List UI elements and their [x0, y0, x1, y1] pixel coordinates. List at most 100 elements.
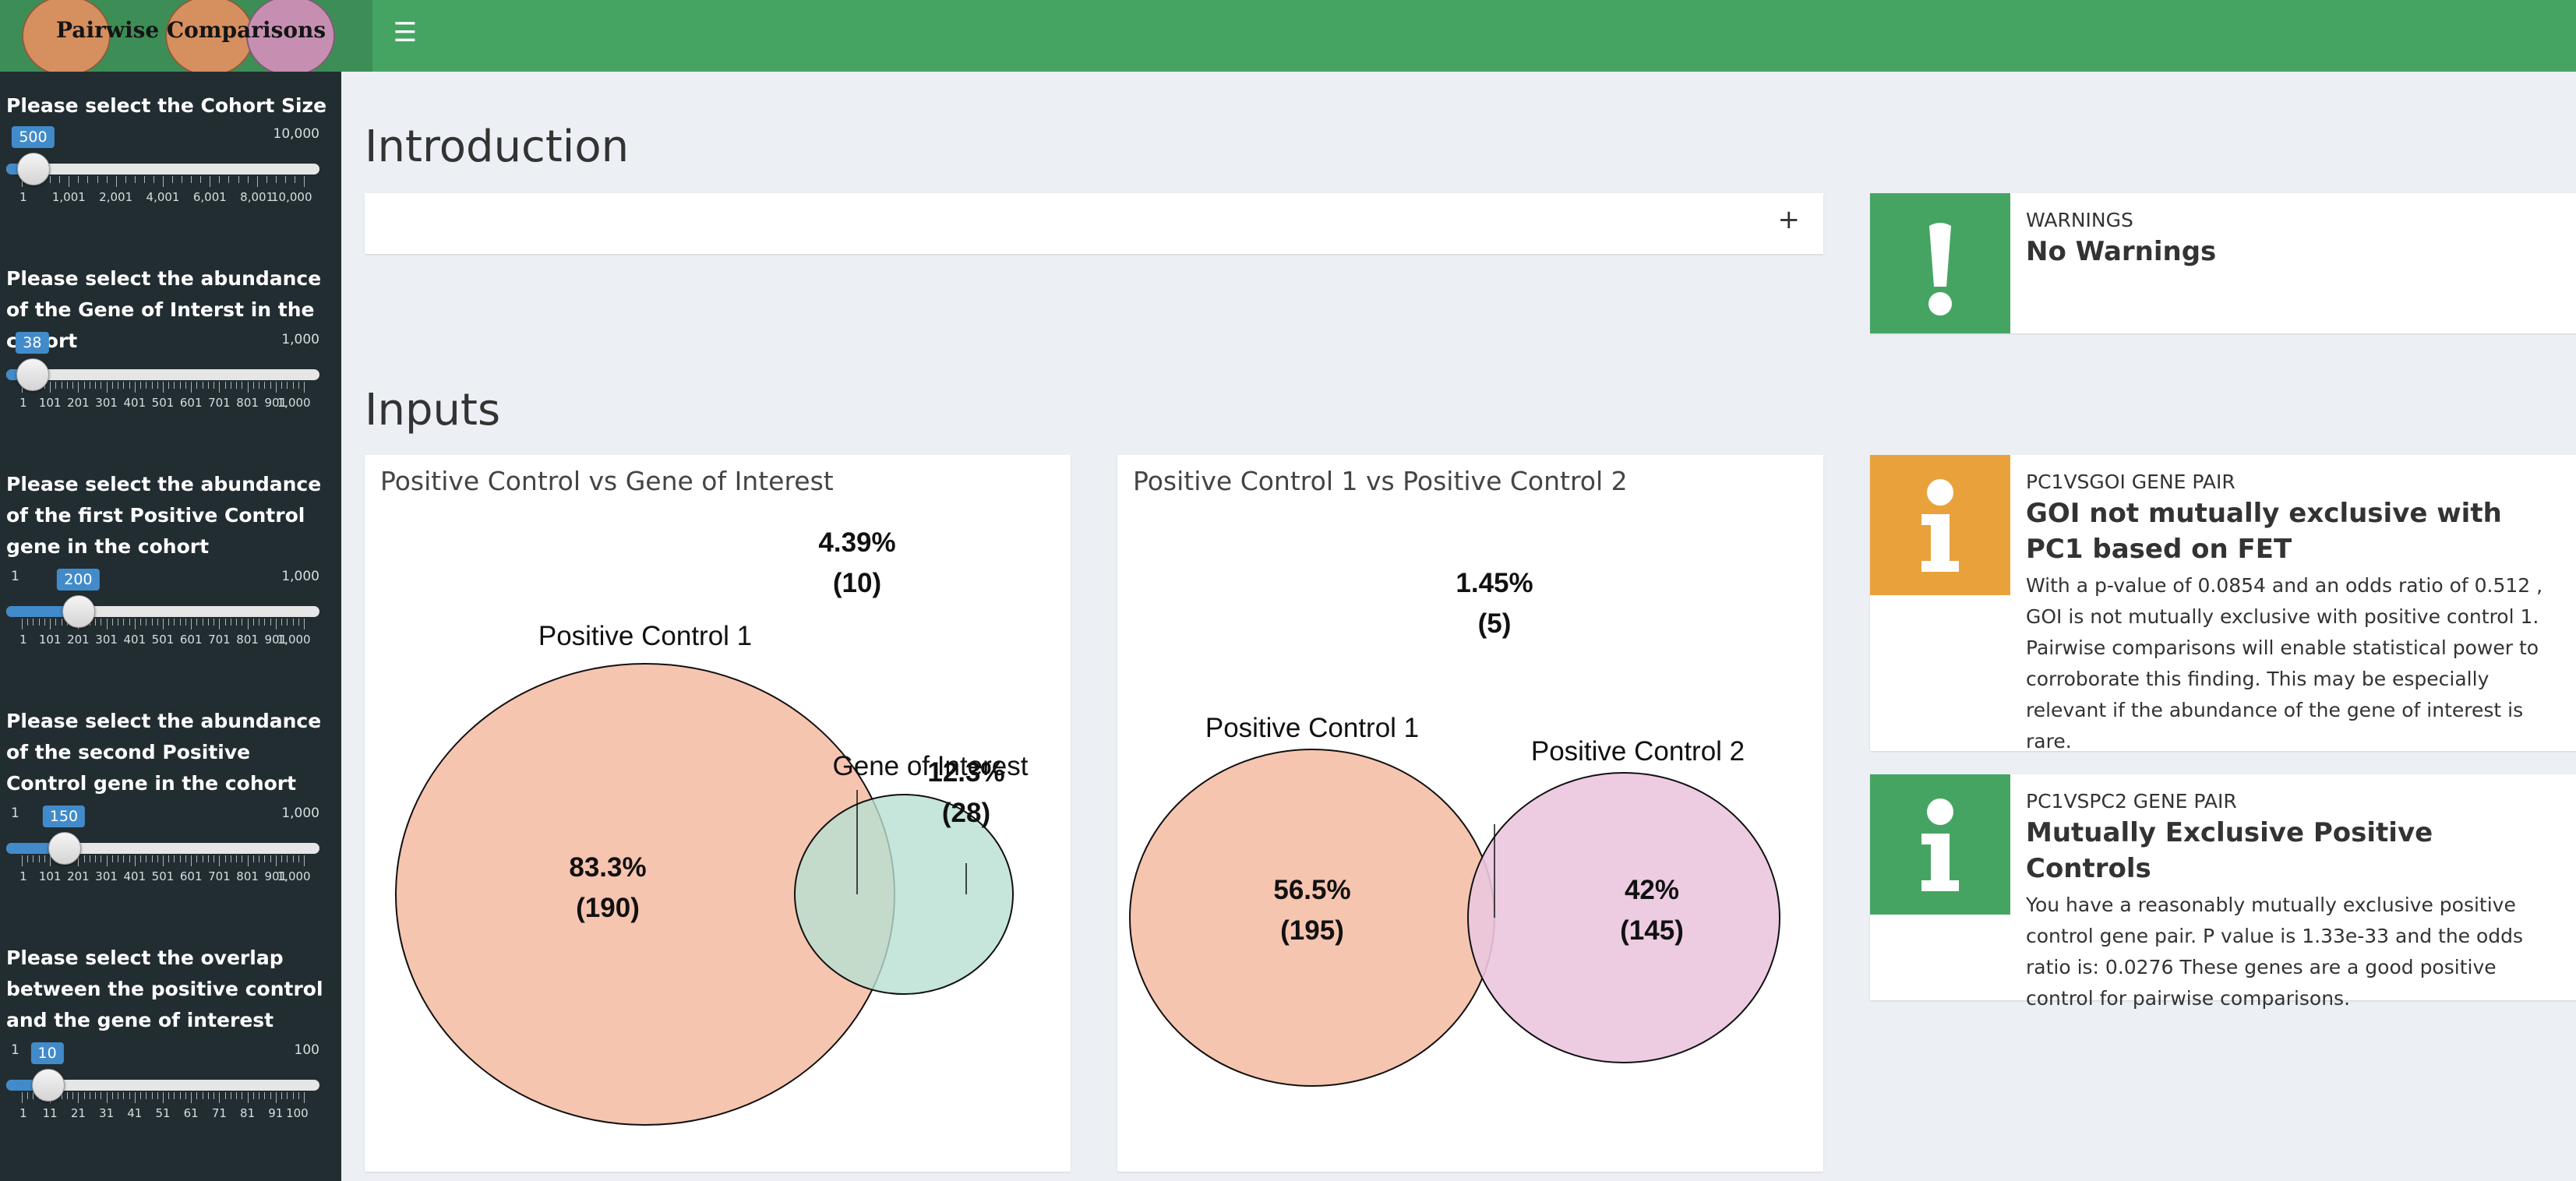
- slider-track[interactable]: [6, 606, 319, 617]
- slider-minor-tick: [252, 855, 254, 862]
- slider-pc1-abundance[interactable]: 1 1,000 200 1 101 201 301 401 501 601 701 801 901 1,0…: [6, 569, 319, 678]
- slider-minor-tick: [179, 382, 181, 389]
- slider-minor-tick: [252, 382, 254, 389]
- slider-cohort-size[interactable]: 10,000 500 1 1,001 2,001 4,001 6,001 8,001 10,00…: [6, 126, 319, 235]
- slider-minor-tick: [298, 855, 299, 862]
- slider-tick: [163, 619, 164, 629]
- slider-tick: [106, 619, 108, 629]
- slider-minor-tick: [66, 382, 68, 389]
- slider-tick-label: 901: [264, 633, 288, 647]
- slider-minor-tick: [111, 855, 113, 862]
- slider-tick-label: 4,001: [146, 190, 180, 204]
- set-a-count: (195): [1280, 915, 1344, 946]
- slider-minor-tick: [111, 382, 113, 389]
- slider-minor-tick: [140, 619, 142, 626]
- overlap-count: (10): [833, 568, 881, 598]
- slider-handle[interactable]: [62, 595, 96, 628]
- slider-minor-tick: [185, 1092, 186, 1099]
- slider-minor-tick: [38, 619, 40, 626]
- pc1-vs-goi-info-box: PC1vsGOI GENE PAIR GOI not mutually excl…: [1870, 455, 2576, 753]
- slider-handle[interactable]: [16, 358, 50, 391]
- slider-tick: [219, 619, 221, 629]
- slider-value-badge: 500: [12, 126, 55, 148]
- set-label-positive-control-1: Positive Control 1: [1205, 713, 1419, 743]
- slider-track[interactable]: [6, 164, 319, 175]
- slider-minor-tick: [44, 855, 45, 862]
- logo-circle-orange-1: [22, 0, 111, 72]
- slider-minor-tick: [27, 1092, 29, 1099]
- slider-tick: [163, 855, 164, 866]
- set-label-positive-control-2: Positive Control 2: [1531, 736, 1745, 767]
- slider-tick: [22, 619, 23, 629]
- slider-minor-tick: [44, 619, 45, 626]
- overlap-pct: 4.39%: [818, 527, 895, 558]
- slider-tick: [22, 855, 23, 866]
- slider-tick: [163, 382, 164, 393]
- slider-minor-tick: [264, 619, 266, 626]
- slider-minor-tick: [298, 382, 299, 389]
- slider-tick-label: 91: [268, 1106, 284, 1120]
- slider-minor-tick: [157, 382, 158, 389]
- slider-tick: [304, 619, 305, 629]
- slider-tick-label: 401: [123, 396, 146, 410]
- overlap-pct: 1.45%: [1456, 568, 1533, 598]
- plus-icon[interactable]: +: [1777, 204, 1801, 235]
- slider-tick-label: 501: [151, 869, 175, 883]
- slider-minor-tick: [59, 176, 61, 183]
- slider-tick-label: 801: [236, 633, 259, 647]
- slider-minor-tick: [224, 1092, 226, 1099]
- slider-tick: [219, 382, 221, 393]
- inputs-heading: Inputs: [365, 385, 501, 435]
- hamburger-menu-icon[interactable]: ☰: [393, 17, 418, 48]
- slider-minor-tick: [168, 382, 170, 389]
- slider-tick: [106, 1092, 108, 1103]
- slider-tick: [134, 382, 136, 393]
- info-heading: No Warnings: [2026, 236, 2217, 267]
- slider-tick: [191, 1092, 192, 1103]
- slider-track[interactable]: [6, 369, 319, 380]
- slider-minor-tick: [157, 619, 158, 626]
- slider-value-badge: 150: [42, 806, 86, 827]
- info-subtitle: PC1vsGOI GENE PAIR: [2026, 471, 2235, 493]
- slider-pc2-abundance[interactable]: 1 1,000 150 1 101 201 301 401 501 601 701 801 901 1,0…: [6, 806, 319, 915]
- slider-max-label: 10,000: [273, 126, 319, 142]
- slider-minor-tick: [191, 176, 192, 183]
- slider-goi-abundance[interactable]: 1,000 38 1 101 201 301 401 501 601 701 801 901 1,000: [6, 332, 319, 441]
- set-label-gene-of-interest: Gene of Interest: [833, 751, 1029, 781]
- set-b-pct: 42%: [1625, 875, 1679, 905]
- slider-handle[interactable]: [48, 832, 81, 865]
- slider-minor-tick: [281, 1092, 283, 1099]
- slider-handle[interactable]: [31, 1069, 65, 1102]
- slider-tick: [304, 855, 305, 866]
- slider-ticks: [6, 176, 319, 187]
- slider-tick-label: 1: [19, 396, 27, 410]
- slider-max-label: 1,000: [281, 806, 319, 821]
- slider-tick-label: 501: [151, 396, 175, 410]
- top-header: Pairwise Comparisons ☰: [0, 0, 2576, 72]
- slider-minor-tick: [228, 176, 230, 183]
- slider-minor-tick: [27, 619, 29, 626]
- slider-minor-tick: [207, 382, 209, 389]
- slider-minor-tick: [168, 619, 170, 626]
- venn-circle-gene-of-interest: [794, 794, 1014, 995]
- slider-min-label: 1: [11, 1042, 19, 1058]
- slider-minor-tick: [247, 176, 249, 183]
- exclamation-icon-graphic: [1928, 223, 1952, 316]
- info-icon: [1870, 455, 2010, 595]
- slider-minor-tick: [179, 619, 181, 626]
- slider-handle[interactable]: [17, 153, 51, 185]
- slider-tick: [304, 176, 305, 187]
- slider-tick: [163, 1092, 164, 1103]
- slider-overlap[interactable]: 1 100 10 1 11 21 31 41 51 61 71 81 91 100: [6, 1042, 319, 1151]
- slider-tick-label: 301: [95, 869, 118, 883]
- slider-minor-tick: [134, 176, 136, 183]
- introduction-box: +: [365, 193, 1823, 254]
- slider-minor-tick: [224, 619, 226, 626]
- slider-tick-label: 601: [179, 869, 203, 883]
- app-logo[interactable]: Pairwise Comparisons: [0, 0, 372, 72]
- slider-minor-tick: [264, 855, 266, 862]
- slider-tick: [247, 382, 249, 393]
- slider-minor-tick: [27, 855, 29, 862]
- slider-tick: [115, 176, 117, 187]
- slider-minor-tick: [270, 619, 271, 626]
